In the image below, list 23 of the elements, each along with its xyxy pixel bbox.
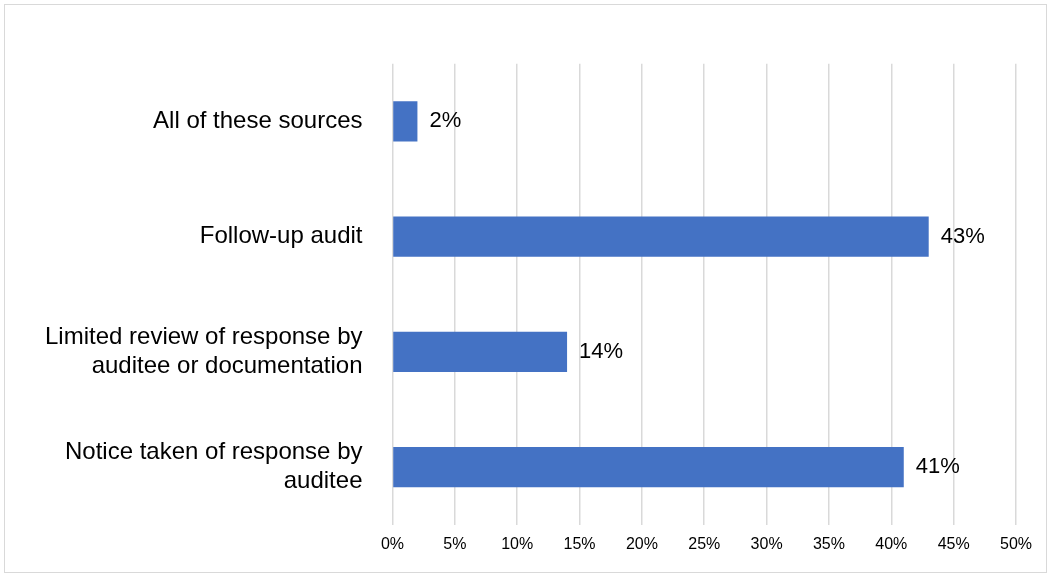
x-tick-label: 20% (625, 534, 658, 552)
x-tick-label: 45% (937, 534, 970, 552)
data-label: 2% (429, 107, 462, 133)
bar (393, 101, 418, 142)
x-tick-label: 10% (501, 534, 534, 552)
data-label: 43% (940, 222, 985, 248)
bar (393, 447, 904, 488)
x-tick-label: 35% (812, 534, 845, 552)
y-tick-label: Limited review of response by auditee or documentation (45, 322, 363, 378)
x-tick-label: 0% (380, 534, 405, 552)
data-label: 41% (915, 453, 960, 479)
bar (393, 331, 568, 373)
x-tick-label: 40% (875, 534, 908, 552)
x-tick-label: 50% (999, 534, 1033, 552)
y-tick-label: Notice taken of response by auditee (64, 437, 363, 494)
y-tick-label: All of these sources (153, 106, 363, 134)
x-tick-label: 15% (563, 534, 596, 552)
x-tick-label: 25% (688, 534, 721, 552)
data-label: 14% (579, 337, 624, 363)
x-tick-label: 5% (443, 534, 467, 552)
bar (393, 216, 929, 257)
x-tick-label: 30% (750, 534, 783, 552)
y-tick-label: Follow-up audit (199, 221, 363, 249)
